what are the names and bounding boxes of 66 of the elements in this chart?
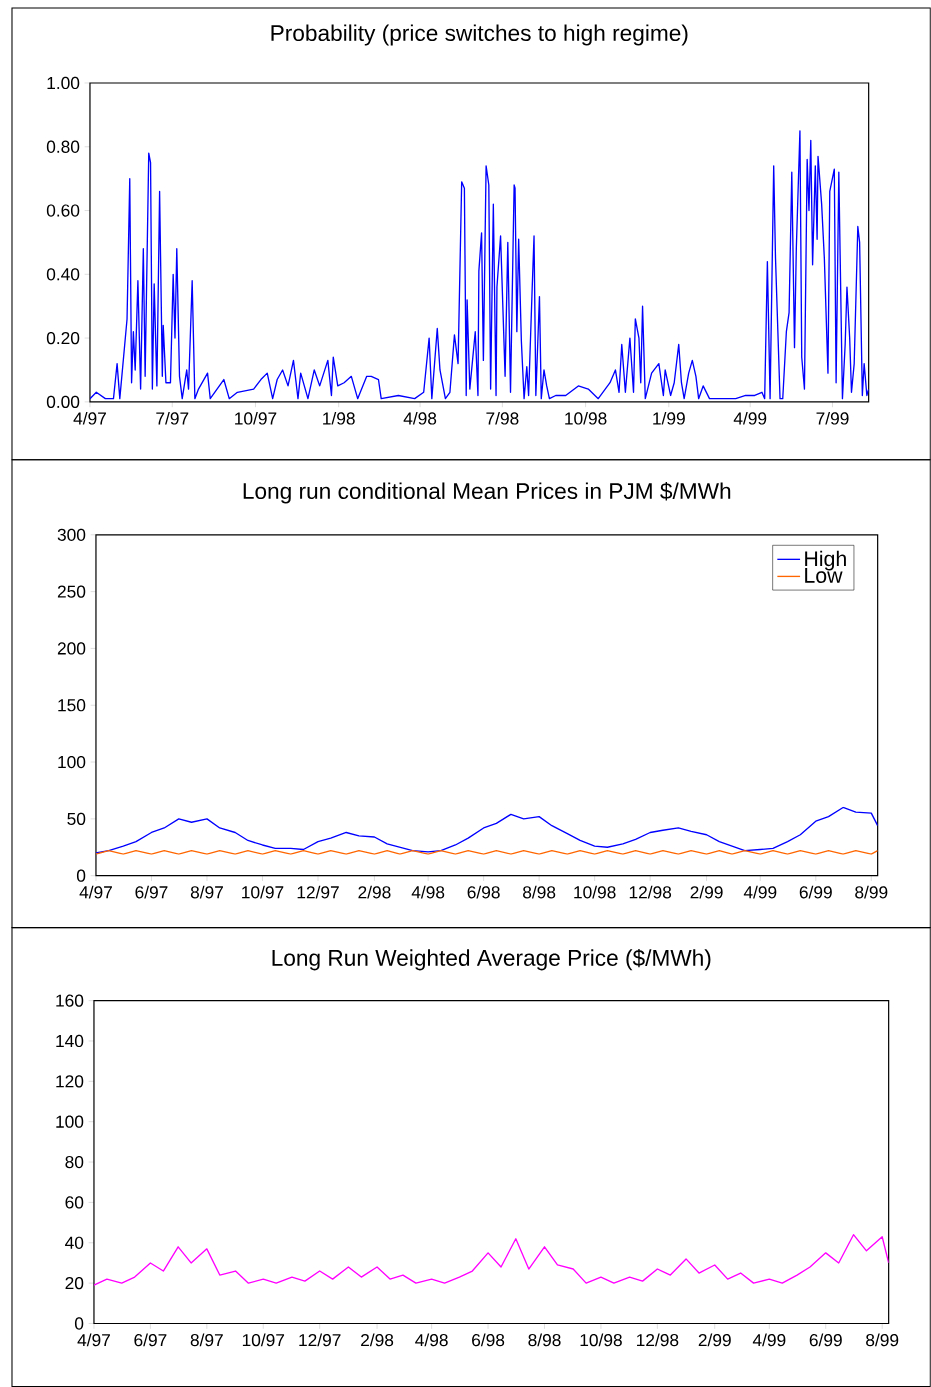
y-tick-label: 1.00 <box>47 76 80 90</box>
x-tick-label: 4/97 <box>77 1333 111 1347</box>
x-tick-label: 10/97 <box>242 1333 285 1347</box>
x-tick-label: 2/99 <box>690 885 723 899</box>
x-tick-label: 4/97 <box>73 411 107 425</box>
y-tick-label: 200 <box>57 642 86 655</box>
x-tick-label: 4/98 <box>415 1333 448 1347</box>
y-tick-label: 100 <box>56 1115 84 1128</box>
x-tick-label: 10/98 <box>580 1333 622 1347</box>
x-tick-label: 4/99 <box>733 411 767 425</box>
x-tick-label: 8/98 <box>523 885 556 899</box>
x-tick-label: 8/97 <box>190 885 224 899</box>
x-tick-label: 4/97 <box>79 885 113 899</box>
chart-title: Long Run Weighted Average Price ($/MWh) <box>272 948 711 971</box>
x-tick-label: 2/99 <box>698 1333 731 1347</box>
x-tick-label: 4/99 <box>752 1333 786 1347</box>
y-tick-label: 0 <box>75 1317 84 1330</box>
x-tick-label: 7/97 <box>156 411 189 425</box>
x-tick-label: 8/98 <box>528 1333 561 1347</box>
x-tick-label: 2/98 <box>358 885 391 899</box>
y-tick-label: 160 <box>56 994 84 1007</box>
y-tick-label: 60 <box>65 1196 84 1209</box>
x-tick-label: 10/98 <box>574 885 616 899</box>
chart-title: Long run conditional Mean Prices in PJM $/MWh <box>243 482 731 504</box>
chart-title: Probability (price switches to high regime) <box>271 24 688 46</box>
y-tick-label: 50 <box>67 812 86 825</box>
x-tick-label: 6/98 <box>472 1333 505 1347</box>
x-tick-label: 6/97 <box>135 885 168 899</box>
x-tick-label: 12/97 <box>299 1333 341 1347</box>
x-tick-label: 10/97 <box>242 885 284 899</box>
y-tick-label: 150 <box>58 699 86 712</box>
x-tick-label: 12/98 <box>629 885 672 899</box>
x-tick-label: 8/99 <box>855 885 888 899</box>
y-tick-label: 120 <box>56 1075 84 1088</box>
x-tick-label: 12/97 <box>297 885 339 899</box>
line-series <box>94 1234 889 1286</box>
y-tick-label: 0 <box>77 869 86 882</box>
y-tick-label: 100 <box>58 755 86 769</box>
x-tick-label: 10/98 <box>565 411 607 425</box>
y-tick-label: 80 <box>65 1155 84 1169</box>
y-tick-label: 0.00 <box>46 395 80 408</box>
y-tick-label: 0.40 <box>46 268 80 281</box>
x-tick-label: 6/98 <box>467 885 500 899</box>
x-tick-label: 8/99 <box>866 1333 899 1347</box>
x-tick-label: 6/99 <box>799 885 832 899</box>
x-tick-label: 6/99 <box>809 1333 842 1347</box>
x-tick-label: 4/98 <box>403 411 437 425</box>
y-tick-label: 300 <box>57 528 86 541</box>
y-tick-label: 0.60 <box>46 204 80 217</box>
x-tick-label: 7/99 <box>816 411 849 425</box>
y-tick-label: 250 <box>57 585 86 598</box>
y-tick-label: 20 <box>65 1277 84 1290</box>
x-tick-label: 4/99 <box>743 885 777 899</box>
x-tick-label: 1/98 <box>323 411 355 425</box>
x-tick-label: 8/97 <box>190 1333 223 1347</box>
y-tick-label: 0.20 <box>46 331 80 345</box>
x-tick-label: 1/99 <box>653 411 685 425</box>
x-tick-label: 6/97 <box>134 1333 167 1347</box>
x-tick-label: 4/98 <box>411 885 445 899</box>
x-tick-label: 7/98 <box>486 411 519 425</box>
y-tick-label: 140 <box>56 1034 84 1048</box>
x-tick-label: 12/98 <box>637 1333 679 1347</box>
y-tick-label: 40 <box>65 1236 84 1249</box>
y-tick-label: 0.80 <box>46 140 80 153</box>
x-tick-label: 10/97 <box>235 411 277 425</box>
x-tick-label: 2/98 <box>361 1333 394 1347</box>
